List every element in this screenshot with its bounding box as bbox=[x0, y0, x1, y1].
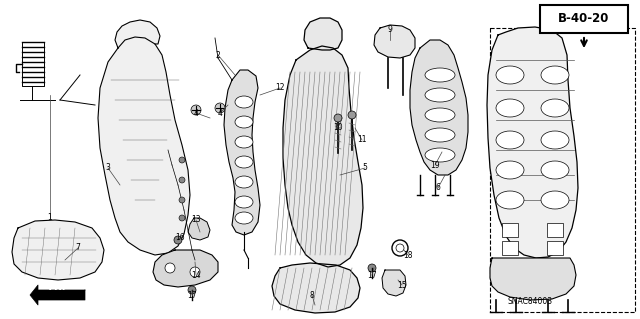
Polygon shape bbox=[374, 25, 415, 58]
Ellipse shape bbox=[496, 131, 524, 149]
Circle shape bbox=[174, 236, 182, 244]
Ellipse shape bbox=[235, 196, 253, 208]
Bar bbox=[502, 241, 518, 255]
Text: 4: 4 bbox=[218, 108, 223, 117]
Text: 17: 17 bbox=[367, 271, 377, 279]
Polygon shape bbox=[98, 37, 190, 255]
Bar bbox=[547, 223, 563, 237]
Text: 8: 8 bbox=[310, 291, 314, 300]
Polygon shape bbox=[304, 18, 342, 50]
Polygon shape bbox=[382, 270, 406, 296]
Ellipse shape bbox=[541, 66, 569, 84]
Circle shape bbox=[215, 103, 225, 113]
Text: SNAC84003: SNAC84003 bbox=[508, 298, 552, 307]
Polygon shape bbox=[153, 250, 218, 287]
Polygon shape bbox=[30, 285, 85, 305]
Text: 13: 13 bbox=[191, 216, 201, 225]
Circle shape bbox=[190, 267, 200, 277]
Polygon shape bbox=[188, 218, 210, 240]
Bar bbox=[502, 223, 518, 237]
Text: 14: 14 bbox=[191, 271, 201, 279]
Text: 6: 6 bbox=[436, 183, 440, 192]
Ellipse shape bbox=[425, 68, 455, 82]
Ellipse shape bbox=[235, 136, 253, 148]
Ellipse shape bbox=[541, 99, 569, 117]
Circle shape bbox=[179, 157, 185, 163]
Ellipse shape bbox=[496, 99, 524, 117]
Text: 5: 5 bbox=[363, 164, 367, 173]
Ellipse shape bbox=[235, 156, 253, 168]
Ellipse shape bbox=[496, 161, 524, 179]
Text: 4: 4 bbox=[193, 108, 198, 117]
Ellipse shape bbox=[235, 212, 253, 224]
Bar bbox=[547, 241, 563, 255]
Text: B-40-20: B-40-20 bbox=[558, 12, 610, 26]
Circle shape bbox=[179, 197, 185, 203]
Text: FR.: FR. bbox=[49, 282, 67, 292]
FancyBboxPatch shape bbox=[540, 5, 628, 33]
Text: 1: 1 bbox=[47, 213, 52, 222]
Circle shape bbox=[179, 177, 185, 183]
Text: 7: 7 bbox=[76, 243, 81, 253]
Ellipse shape bbox=[425, 108, 455, 122]
Bar bbox=[490, 28, 635, 312]
Ellipse shape bbox=[496, 66, 524, 84]
Circle shape bbox=[348, 111, 356, 119]
Ellipse shape bbox=[541, 191, 569, 209]
Circle shape bbox=[368, 264, 376, 272]
Text: 17: 17 bbox=[187, 291, 197, 300]
Text: 3: 3 bbox=[106, 164, 111, 173]
Ellipse shape bbox=[425, 128, 455, 142]
Polygon shape bbox=[224, 70, 260, 235]
Ellipse shape bbox=[235, 96, 253, 108]
Ellipse shape bbox=[541, 161, 569, 179]
Text: 19: 19 bbox=[430, 160, 440, 169]
Polygon shape bbox=[490, 258, 576, 300]
Circle shape bbox=[179, 215, 185, 221]
Polygon shape bbox=[272, 263, 360, 313]
Circle shape bbox=[165, 263, 175, 273]
Polygon shape bbox=[487, 27, 578, 258]
Ellipse shape bbox=[425, 88, 455, 102]
Ellipse shape bbox=[541, 131, 569, 149]
Circle shape bbox=[334, 114, 342, 122]
Text: 15: 15 bbox=[397, 280, 407, 290]
Text: 16: 16 bbox=[175, 234, 185, 242]
Circle shape bbox=[191, 105, 201, 115]
Text: 9: 9 bbox=[388, 26, 392, 34]
Ellipse shape bbox=[235, 176, 253, 188]
Circle shape bbox=[188, 286, 196, 294]
Ellipse shape bbox=[496, 191, 524, 209]
Ellipse shape bbox=[425, 148, 455, 162]
Text: 2: 2 bbox=[216, 50, 220, 60]
Text: 18: 18 bbox=[403, 250, 413, 259]
Text: 11: 11 bbox=[357, 136, 367, 145]
Polygon shape bbox=[115, 20, 160, 48]
Polygon shape bbox=[283, 46, 363, 267]
Text: 10: 10 bbox=[333, 123, 343, 132]
Ellipse shape bbox=[235, 116, 253, 128]
Text: 12: 12 bbox=[275, 84, 285, 93]
Polygon shape bbox=[410, 40, 468, 175]
Polygon shape bbox=[12, 220, 104, 280]
